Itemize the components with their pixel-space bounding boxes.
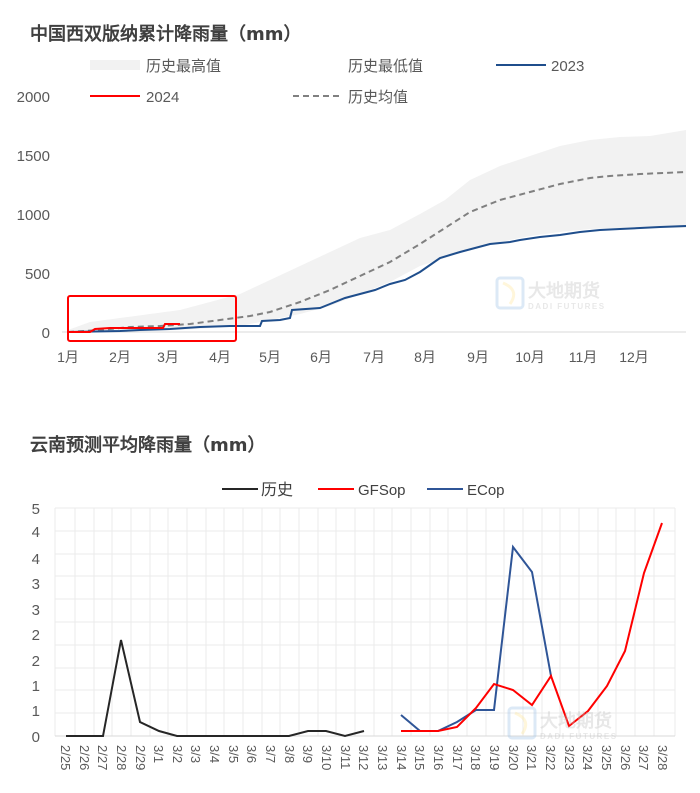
date-label: 3/14 xyxy=(394,745,409,770)
series-gfsop-line xyxy=(401,522,663,732)
month-label: 11月 xyxy=(569,349,598,365)
date-label: 3/27 xyxy=(636,745,651,770)
y-tick: 3 xyxy=(32,602,40,619)
date-label: 3/28 xyxy=(655,745,670,770)
watermark-cn: 大地期货 xyxy=(528,280,600,302)
date-label: 3/2 xyxy=(170,745,185,763)
legend-label-hist: 历史 xyxy=(261,480,293,499)
month-label: 4月 xyxy=(209,349,231,365)
chart1-legend: 历史最高值 历史最低值 2023 2024 历史均值 xyxy=(90,57,584,106)
date-label: 3/13 xyxy=(375,745,390,770)
chart2-legend: 历史 GFSop ECop xyxy=(222,480,505,499)
chart2-title: 云南预测平均降雨量（mm） xyxy=(30,435,266,456)
date-label: 3/22 xyxy=(543,745,558,770)
series-2023-line xyxy=(67,225,687,333)
y-tick: 5 xyxy=(32,501,40,518)
series-history-line xyxy=(66,639,365,738)
y-tick: 1500 xyxy=(17,148,50,165)
highlight-box xyxy=(67,295,237,342)
date-label: 3/21 xyxy=(524,745,539,770)
date-label: 3/10 xyxy=(319,745,334,770)
date-label: 3/5 xyxy=(226,745,241,763)
date-label: 3/17 xyxy=(450,745,465,770)
y-tick: 500 xyxy=(25,266,50,283)
date-label: 2/25 xyxy=(58,745,73,770)
series-2024-line xyxy=(68,323,180,333)
date-label: 3/11 xyxy=(338,745,353,769)
month-label: 5月 xyxy=(259,349,281,365)
date-label: 3/18 xyxy=(468,745,483,770)
y-tick: 0 xyxy=(32,729,40,746)
date-label: 3/15 xyxy=(412,745,427,770)
watermark-logo-2: 大地期货 DADI FUTURES xyxy=(507,706,618,741)
month-label: 2月 xyxy=(109,349,131,365)
date-label: 3/7 xyxy=(263,745,278,763)
chart2-y-axis: 5 4 4 3 3 2 2 1 1 0 xyxy=(32,501,40,746)
legend-label-min: 历史最低值 xyxy=(348,57,423,75)
chart2-x-axis: 2/25 2/26 2/27 2/28 2/29 3/1 3/2 3/3 3/4… xyxy=(58,745,670,770)
y-tick: 0 xyxy=(42,325,50,342)
legend-swatch-max xyxy=(90,60,140,70)
month-label: 7月 xyxy=(363,349,385,365)
month-label: 9月 xyxy=(467,349,489,365)
watermark-cn: 大地期货 xyxy=(540,710,612,732)
date-label: 2/28 xyxy=(114,745,129,770)
date-label: 3/23 xyxy=(562,745,577,770)
date-label: 3/26 xyxy=(618,745,633,770)
date-label: 3/4 xyxy=(207,745,222,763)
y-tick: 2 xyxy=(32,627,40,644)
date-label: 3/3 xyxy=(188,745,203,763)
date-label: 3/1 xyxy=(151,745,166,763)
y-tick: 3 xyxy=(32,576,40,593)
chart1-title: 中国西双版纳累计降雨量（mm） xyxy=(30,24,302,45)
date-label: 3/20 xyxy=(506,745,521,770)
y-tick: 4 xyxy=(32,551,40,568)
chart1-y-axis: 2000 1500 1000 500 0 xyxy=(17,89,50,342)
month-label: 3月 xyxy=(157,349,179,365)
date-label: 3/9 xyxy=(300,745,315,763)
chart1-x-axis: 1月 2月 3月 4月 5月 6月 7月 8月 9月 10月 11月 12月 xyxy=(57,349,649,365)
legend-label-ec: ECop xyxy=(467,482,505,499)
month-label: 10月 xyxy=(515,349,545,365)
month-label: 12月 xyxy=(619,349,649,365)
date-label: 3/19 xyxy=(487,745,502,770)
y-tick: 2 xyxy=(32,653,40,670)
y-tick: 4 xyxy=(32,524,40,541)
date-label: 2/27 xyxy=(95,745,110,770)
month-label: 8月 xyxy=(414,349,436,365)
month-label: 1月 xyxy=(57,349,79,365)
legend-label-2024: 2024 xyxy=(146,89,179,106)
historical-range-band xyxy=(68,130,686,332)
date-label: 3/25 xyxy=(599,745,614,770)
watermark-logo: 大地期货 DADI FUTURES xyxy=(495,276,606,311)
date-label: 3/12 xyxy=(356,745,371,770)
date-label: 2/29 xyxy=(133,745,148,770)
date-label: 3/6 xyxy=(244,745,259,763)
watermark-en: DADI FUTURES xyxy=(528,302,606,311)
y-tick: 2000 xyxy=(17,89,50,106)
y-tick: 1 xyxy=(32,678,40,695)
y-tick: 1 xyxy=(32,703,40,720)
date-label: 2/26 xyxy=(77,745,92,770)
legend-label-max: 历史最高值 xyxy=(146,57,221,75)
date-label: 3/8 xyxy=(282,745,297,763)
date-label: 3/24 xyxy=(580,745,595,770)
y-tick: 1000 xyxy=(17,207,50,224)
watermark-en: DADI FUTURES xyxy=(540,732,618,741)
month-label: 6月 xyxy=(310,349,332,365)
date-label: 3/16 xyxy=(431,745,446,770)
chart2-grid xyxy=(54,507,676,736)
legend-label-gfs: GFSop xyxy=(358,482,406,499)
legend-label-avg: 历史均值 xyxy=(348,88,408,106)
legend-label-2023: 2023 xyxy=(551,58,584,75)
